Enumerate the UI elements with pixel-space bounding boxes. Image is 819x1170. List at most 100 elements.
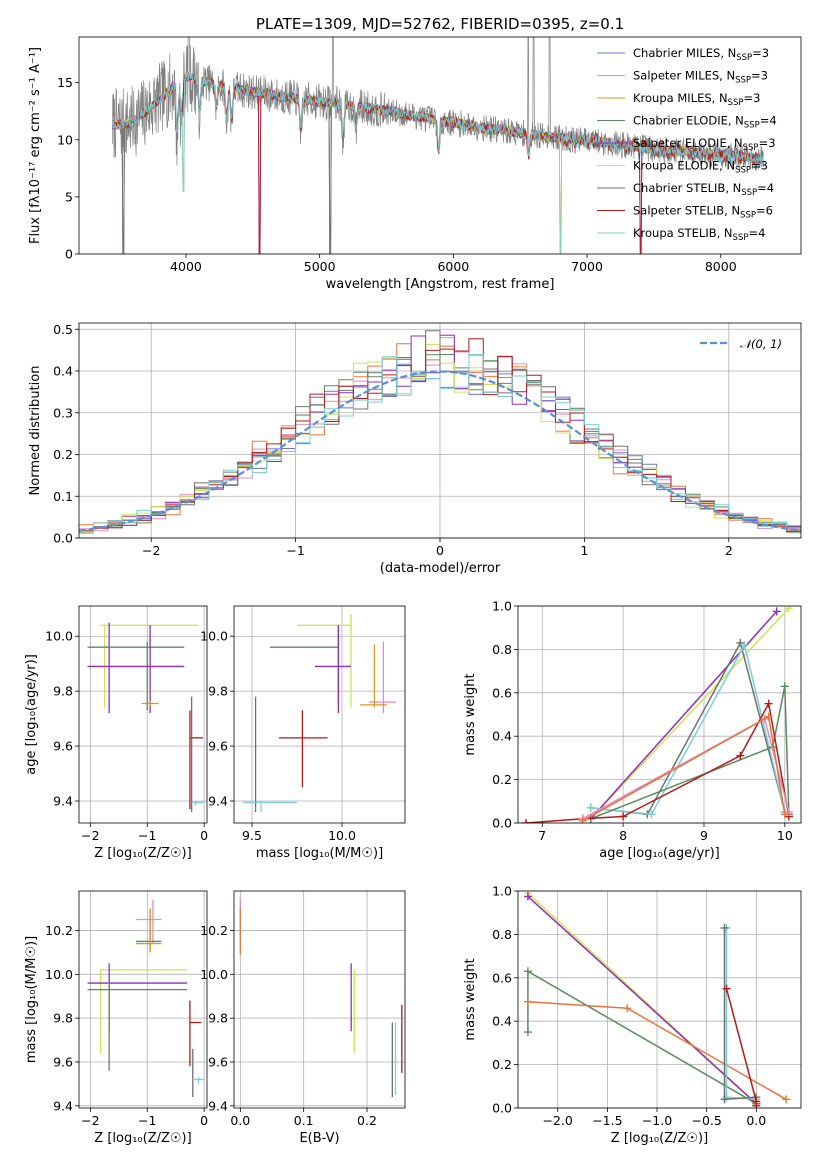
x-axis-label: (data-model)/error xyxy=(380,561,501,576)
data-point xyxy=(522,819,531,823)
series-line xyxy=(527,895,757,1105)
data-point xyxy=(752,1101,761,1108)
legend-entry: 𝒩(0, 1) xyxy=(740,337,782,351)
data-point xyxy=(780,682,789,691)
legend: Chabrier MILES, NSSP=3 Salpeter MILES, NS… xyxy=(597,46,777,243)
y-tick-label: 1.0 xyxy=(492,884,512,899)
data-point xyxy=(523,997,532,1006)
x-tick-label: 2 xyxy=(725,543,733,558)
axes-frame xyxy=(78,322,802,539)
panel-age_vs_mass: 9.5 10.0 9.4 9.6 9.8 10.0 mass [log₁₀(M/M☉)] xyxy=(200,605,406,861)
series-line xyxy=(590,610,778,820)
legend-entry: Kroupa ELODIE, NSSP=3 xyxy=(633,159,768,176)
data-point xyxy=(780,810,789,819)
plot-area xyxy=(523,891,791,1108)
axes-frame xyxy=(78,36,802,255)
x-tick-label: 0 xyxy=(200,828,208,843)
y-tick-label: 9.6 xyxy=(208,1054,228,1069)
x-axis-label: Z [log₁₀(Z/Z☉)] xyxy=(94,1131,191,1146)
x-tick-label: 0 xyxy=(200,1113,208,1128)
data-point xyxy=(736,638,745,647)
y-tick-label: 9.8 xyxy=(208,1011,228,1026)
panel-residuals: −2 −1 0 1 2 0.0 0.1 0.2 0.3 0.4 0.5 (data-model)/er… xyxy=(28,322,802,576)
y-tick-label: 0.3 xyxy=(53,405,73,420)
y-tick-label: 0.6 xyxy=(492,970,512,985)
x-tick-label: 8 xyxy=(619,828,627,843)
data-point xyxy=(523,967,532,976)
panel-mass_vs_EBV: 0.0 0.1 0.2 9.4 9.6 9.8 10.0 10.2 E(B-V) xyxy=(200,890,406,1146)
y-tick-label: 10.0 xyxy=(45,629,73,644)
y-tick-label: 9.8 xyxy=(208,684,228,699)
data-point xyxy=(772,607,781,616)
x-axis-label: mass [log₁₀(M/M☉)] xyxy=(256,846,383,861)
data-point xyxy=(647,810,656,819)
y-tick-label: 0.1 xyxy=(53,489,73,504)
y-tick-label: 9.4 xyxy=(208,1098,228,1113)
y-axis-label: mass weight xyxy=(463,673,478,755)
x-axis-label: wavelength [Angstrom, rest frame] xyxy=(326,277,555,292)
y-tick-label: 0.5 xyxy=(53,322,73,337)
data-point xyxy=(764,712,773,721)
legend-entry: Chabrier STELIB, NSSP=4 xyxy=(633,181,774,198)
legend: 𝒩(0, 1) xyxy=(700,337,782,351)
data-point xyxy=(619,812,628,821)
data-point xyxy=(720,1095,729,1104)
axes-frame xyxy=(78,605,208,824)
data-point xyxy=(523,892,532,901)
x-tick-label: 10.0 xyxy=(328,828,356,843)
x-tick-label: 0.0 xyxy=(746,1113,766,1128)
x-axis-label: Z [log₁₀(Z/Z☉)] xyxy=(94,846,191,861)
y-tick-label: 9.6 xyxy=(53,739,73,754)
axes-frame xyxy=(517,605,802,824)
data-point xyxy=(722,984,731,993)
panel-age_vs_Z: −2 −1 0 9.4 9.6 9.8 10.0 Z [log₁₀(Z/Z☉)] age [lo… xyxy=(24,605,208,861)
x-axis-label: age [log₁₀(age/yr)] xyxy=(599,846,720,861)
x-tick-label: 7000 xyxy=(571,259,603,274)
model-line-kroupa-stelib xyxy=(111,71,764,254)
y-tick-label: 0.8 xyxy=(492,642,512,657)
y-tick-label: 0.2 xyxy=(492,1057,512,1072)
plot-area xyxy=(87,622,205,813)
x-tick-label: 5000 xyxy=(304,259,336,274)
plot-area xyxy=(79,330,801,534)
y-axis-label: mass weight xyxy=(463,958,478,1040)
normal-curve xyxy=(79,370,801,532)
data-point xyxy=(784,606,793,613)
y-tick-label: 10.0 xyxy=(45,967,73,982)
y-tick-label: 10.0 xyxy=(200,629,228,644)
x-tick-label: −1 xyxy=(286,543,304,558)
legend-entry: Salpeter ELODIE, NSSP=3 xyxy=(633,136,776,153)
x-tick-label: −1 xyxy=(138,1113,156,1128)
x-tick-label: 0.2 xyxy=(357,1113,377,1128)
panel-weight_vs_Z: −2.0 −1.5 −1.0 −0.5 0.0 0.0 0.2 0.4 0.6 0.8 1.0 Z [… xyxy=(463,884,802,1146)
x-tick-label: 0 xyxy=(436,543,444,558)
x-tick-label: 7 xyxy=(538,828,546,843)
y-tick-label: 9.8 xyxy=(53,1011,73,1026)
x-tick-label: 1 xyxy=(580,543,588,558)
data-point xyxy=(784,808,793,817)
series-line xyxy=(590,607,790,820)
y-tick-label: 0 xyxy=(65,247,73,262)
x-tick-label: 9 xyxy=(700,828,708,843)
y-tick-label: 0.0 xyxy=(492,1101,512,1116)
x-tick-label: 8000 xyxy=(705,259,737,274)
series-line xyxy=(590,686,790,820)
legend-entry: Salpeter MILES, NSSP=3 xyxy=(633,69,768,86)
data-point xyxy=(740,641,749,650)
y-tick-label: 0.2 xyxy=(53,447,73,462)
y-tick-label: 10.2 xyxy=(45,923,73,938)
x-tick-label: 4000 xyxy=(170,259,202,274)
axes-frame xyxy=(233,605,406,824)
data-point xyxy=(736,751,745,760)
x-tick-label: −2.0 xyxy=(543,1113,573,1128)
y-tick-label: 0.4 xyxy=(492,729,512,744)
y-tick-label: 0.6 xyxy=(492,685,512,700)
axes-frame xyxy=(517,890,802,1109)
y-tick-label: 9.6 xyxy=(208,739,228,754)
y-tick-label: 5 xyxy=(65,189,73,204)
y-tick-label: 9.8 xyxy=(53,684,73,699)
x-tick-label: −1 xyxy=(138,828,156,843)
axes-frame xyxy=(233,890,406,1109)
x-tick-label: 10 xyxy=(777,828,793,843)
